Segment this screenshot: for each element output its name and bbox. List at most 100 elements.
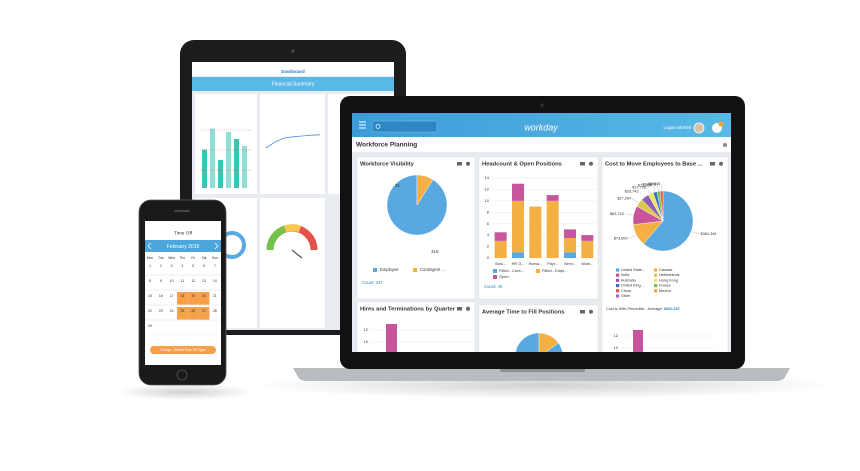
- day[interactable]: 26: [191, 309, 195, 313]
- weekday: Tue: [158, 256, 164, 260]
- day[interactable]: 11: [181, 279, 185, 283]
- y-tick-label: 10: [364, 339, 369, 344]
- submit-button[interactable]: [150, 346, 216, 354]
- pie-label: $13,264: [638, 183, 652, 187]
- selected-day: [177, 292, 188, 305]
- day[interactable]: 20: [202, 294, 206, 298]
- panel-icon: [710, 162, 715, 166]
- panel: [356, 301, 476, 352]
- day[interactable]: 12: [191, 279, 195, 283]
- day[interactable]: 7: [214, 264, 216, 268]
- day[interactable]: 1: [149, 264, 151, 268]
- tablet-gauge: [266, 225, 287, 251]
- leader-line: [639, 191, 646, 198]
- x-tick-label: Busi...: [495, 262, 506, 266]
- bar-segment: [581, 240, 594, 258]
- day[interactable]: 24: [170, 309, 174, 313]
- weekday: Mon: [147, 256, 154, 260]
- pie-slice: [538, 332, 559, 352]
- day[interactable]: 18: [180, 294, 184, 298]
- legend-swatch: [616, 289, 620, 293]
- day[interactable]: 5: [192, 264, 194, 268]
- panel-icon: [466, 306, 470, 311]
- user-name: Logan McNeil: [663, 125, 691, 130]
- tablet-panel: [260, 94, 325, 194]
- leader-line: [628, 235, 637, 239]
- weekday: Thu: [180, 256, 186, 260]
- legend-label: China: [621, 289, 632, 293]
- legend-label: Other: [621, 294, 631, 298]
- x-tick-label: Servi...: [564, 262, 576, 266]
- panel-title: Headcount & Open Positions: [482, 162, 562, 168]
- legend-swatch: [373, 268, 377, 272]
- day[interactable]: 4: [181, 264, 183, 268]
- average-value: $660,287: [664, 307, 680, 311]
- legend-swatch: [413, 268, 417, 272]
- legend-swatch: [654, 268, 658, 272]
- day[interactable]: 19: [191, 294, 195, 298]
- y-tick-label: 6: [487, 221, 490, 226]
- day[interactable]: 15: [148, 294, 152, 298]
- pie-slice: [643, 190, 694, 252]
- pie-label: $10,676: [642, 182, 656, 186]
- tablet-camera: [291, 49, 295, 53]
- legend-swatch: [654, 273, 658, 277]
- tablet-bar: [210, 128, 215, 188]
- prev-month[interactable]: [147, 242, 152, 250]
- legend-swatch: [493, 269, 497, 273]
- day[interactable]: 16: [159, 294, 163, 298]
- selected-day: [187, 307, 199, 320]
- day[interactable]: 13: [202, 279, 206, 283]
- legend-swatch: [616, 268, 620, 272]
- day[interactable]: 29: [148, 324, 152, 328]
- y-tick-label: 0: [487, 255, 490, 260]
- bar-segment: [512, 183, 524, 201]
- pie-label: 316: [431, 249, 439, 254]
- legend-label: Hong Kong: [659, 278, 678, 282]
- y-tick-label: 12: [364, 327, 369, 332]
- panel-icon: [589, 309, 593, 314]
- laptop-base: [293, 368, 790, 381]
- bar-segment: [546, 200, 559, 258]
- day[interactable]: 9: [160, 279, 162, 283]
- day[interactable]: 10: [170, 279, 174, 283]
- leader-line: [631, 198, 640, 203]
- pie-label: $17,726: [632, 185, 646, 189]
- day[interactable]: 17: [170, 294, 174, 298]
- legend-label: Australia: [621, 278, 637, 282]
- next-month[interactable]: [214, 242, 219, 250]
- bar-segment: [494, 232, 507, 241]
- legend-swatch: [616, 273, 620, 277]
- panel-icon: [589, 161, 593, 166]
- day[interactable]: 23: [159, 309, 163, 313]
- day[interactable]: 14: [213, 279, 217, 283]
- pie-label: $26,742: [625, 189, 639, 193]
- legend-swatch: [654, 289, 658, 293]
- submit-button-label: 3 Days - Select Time Off Type: [161, 348, 206, 352]
- legend-swatch: [654, 284, 658, 288]
- day[interactable]: 25: [180, 309, 184, 313]
- tablet-trend-line: [265, 134, 321, 149]
- day[interactable]: 27: [202, 309, 206, 313]
- tablet-topbar: [192, 62, 394, 76]
- day[interactable]: 3: [171, 264, 173, 268]
- tablet-gauge-needle: [291, 249, 303, 259]
- y-tick-label: 12: [485, 186, 490, 191]
- tablet-banner: [192, 77, 394, 91]
- day[interactable]: 8: [149, 279, 151, 283]
- weekday: Sat: [202, 256, 207, 260]
- avatar: [693, 122, 705, 134]
- pie-label: $63,724: [610, 212, 624, 216]
- pie-label: $9,545: [649, 182, 661, 186]
- day[interactable]: 2: [160, 264, 162, 268]
- day[interactable]: 21: [213, 294, 217, 298]
- pie-slice: [416, 174, 434, 206]
- panel-icon: [457, 162, 462, 166]
- panel-title: Cost to Move Employees to Base ...: [605, 162, 703, 168]
- day[interactable]: 28: [213, 309, 217, 313]
- day[interactable]: 6: [203, 264, 205, 268]
- selected-day: [187, 292, 199, 305]
- day[interactable]: 22: [148, 309, 152, 313]
